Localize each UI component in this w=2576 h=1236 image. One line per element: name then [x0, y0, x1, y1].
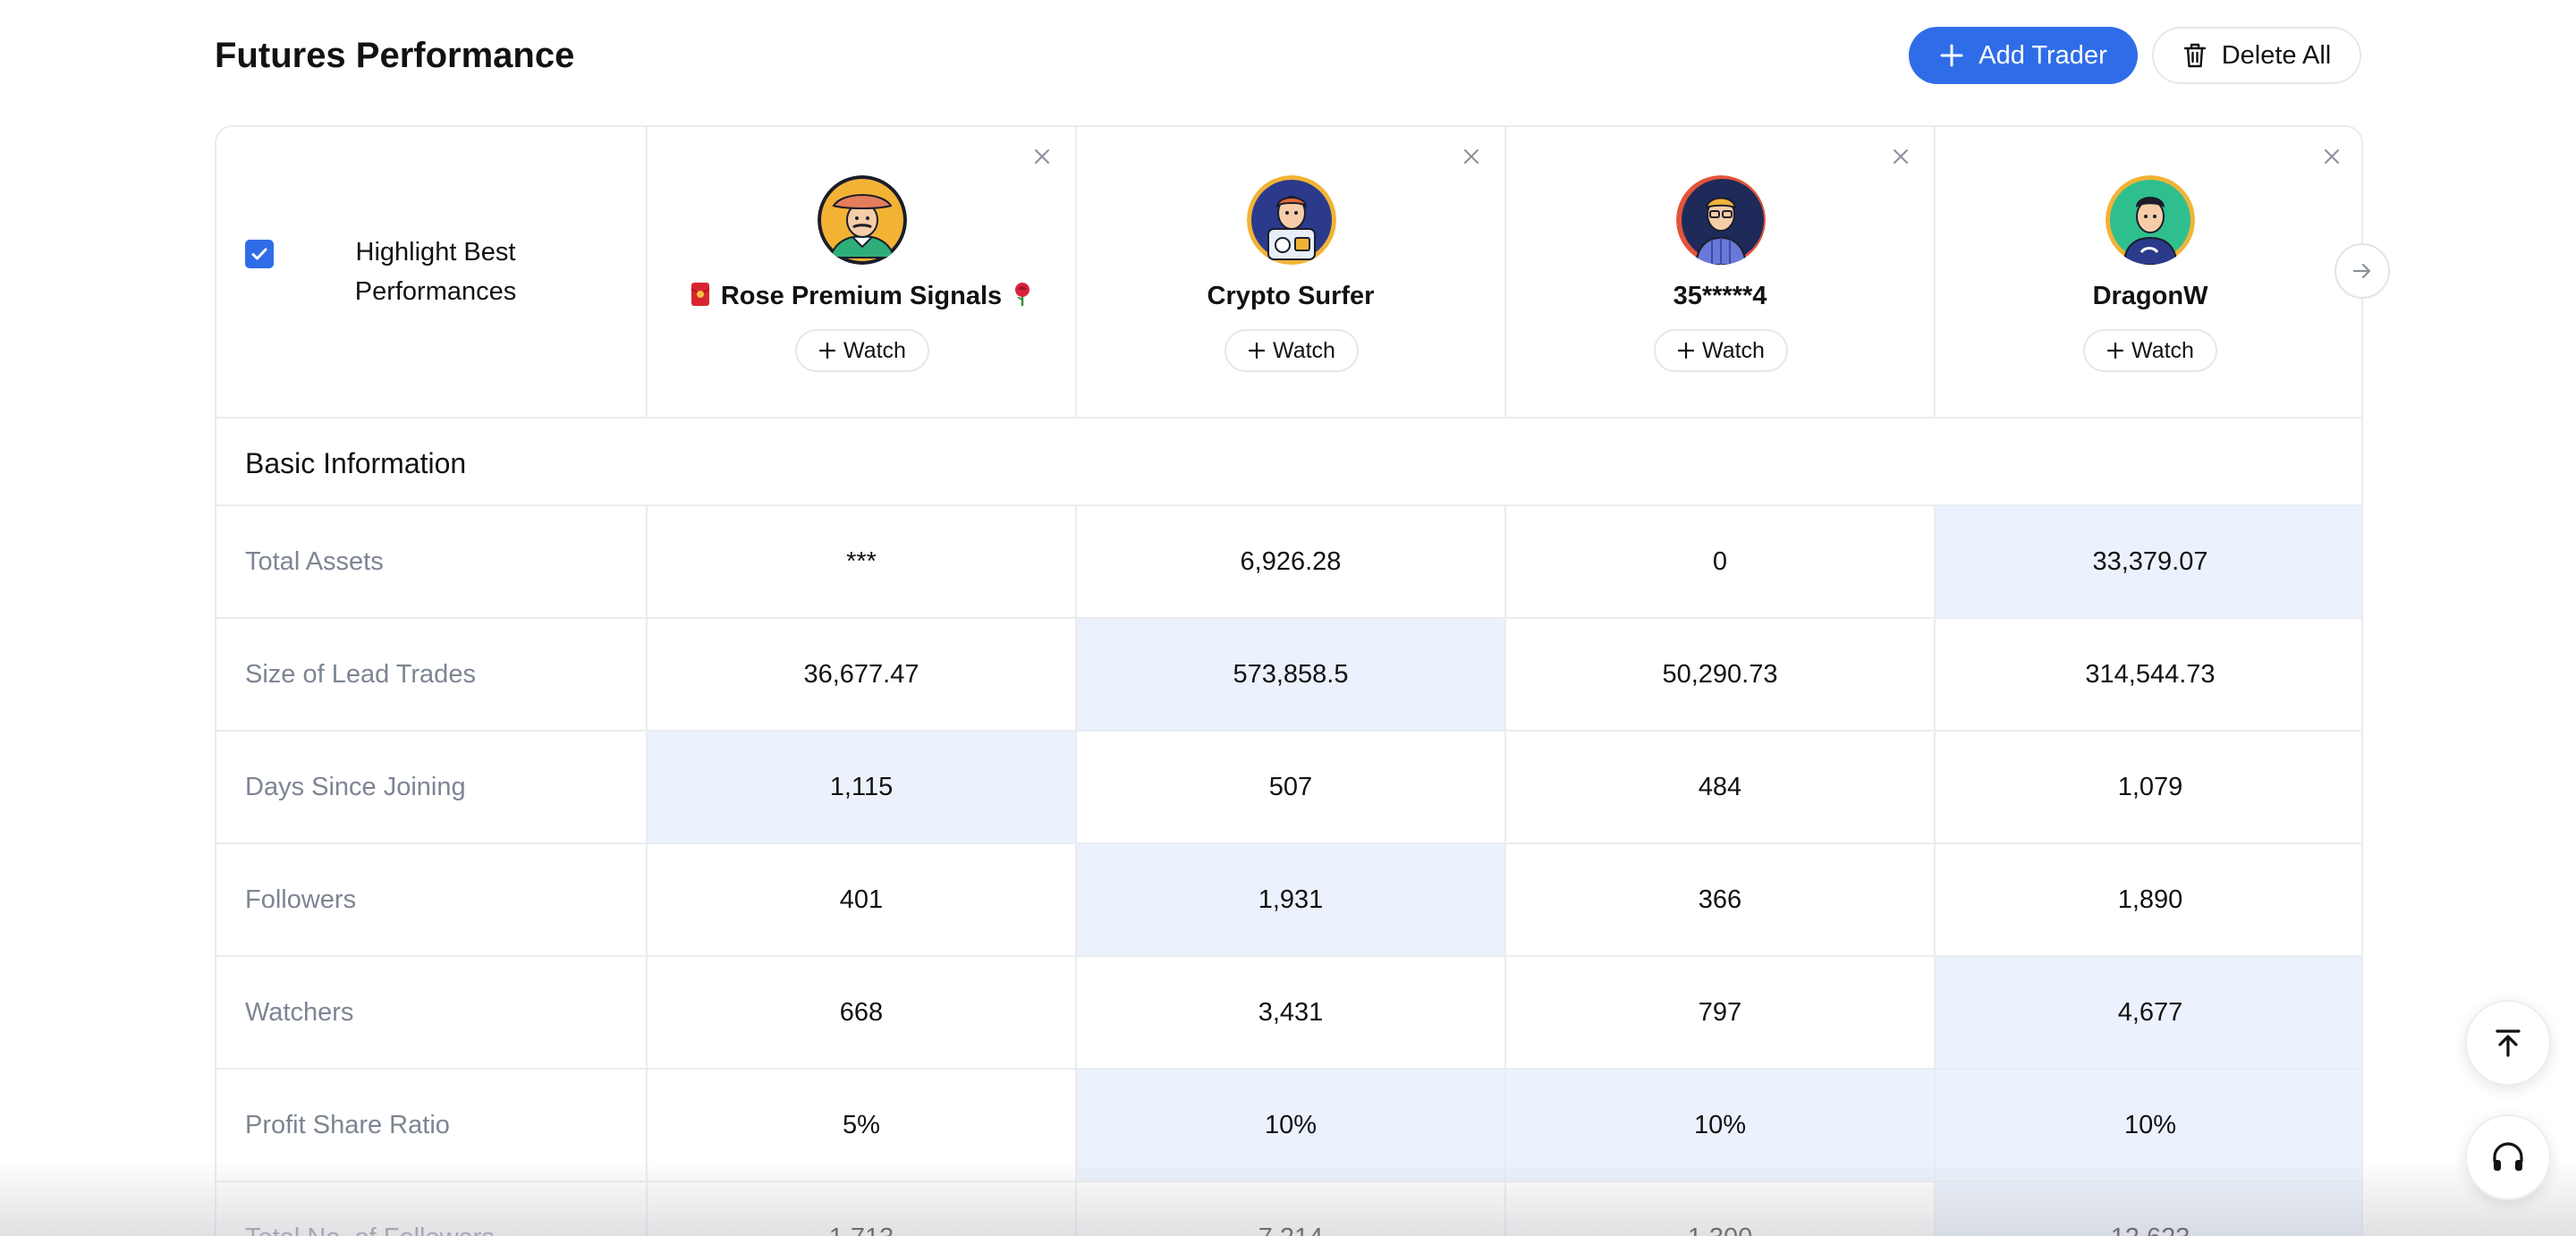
plus-icon [1940, 44, 1963, 67]
plus-icon [818, 342, 836, 360]
trader-avatar-4[interactable] [2106, 175, 2195, 265]
delete-all-label: Delete All [2221, 40, 2332, 70]
row-value: 314,544.73 [1934, 619, 2361, 730]
trader-card: DragonW Watch [1934, 127, 2361, 417]
row-value: 10% [1075, 1070, 1504, 1181]
trader-name: Rose Premium Signals [720, 282, 1003, 310]
rose-icon [1015, 283, 1030, 306]
row-value: 573,858.5 [1075, 619, 1504, 730]
row-value: 401 [646, 844, 1075, 955]
row-value: 7,214 [1075, 1182, 1504, 1236]
trader-name[interactable]: 35*****4 [1673, 282, 1767, 310]
table-row: Days Since Joining 1,115 507 484 1,079 [216, 732, 2361, 844]
page-title: Futures Performance [215, 36, 575, 75]
row-value: 1,713 [646, 1182, 1075, 1236]
trader-header-row: Highlight Best Performances Rose Premium… [216, 127, 2361, 419]
scroll-next-button[interactable] [2334, 243, 2390, 299]
delete-all-button[interactable]: Delete All [2152, 27, 2361, 84]
row-value: 4,677 [1934, 957, 2361, 1068]
row-value: 12,623 [1934, 1182, 2361, 1236]
watch-button[interactable]: Watch [795, 329, 929, 372]
watch-button[interactable]: Watch [1224, 329, 1359, 372]
remove-trader-icon[interactable] [1030, 145, 1054, 168]
table-row: Total Assets *** 6,926.28 0 33,379.07 [216, 506, 2361, 619]
row-value: 10% [1934, 1070, 2361, 1181]
row-value: 6,926.28 [1075, 506, 1504, 617]
trader-avatar-1[interactable] [818, 175, 907, 265]
trader-card: Crypto Surfer Watch [1075, 127, 1504, 417]
table-row: Profit Share Ratio 5% 10% 10% 10% [216, 1070, 2361, 1182]
headphones-icon [2493, 1142, 2523, 1171]
table-row: Followers 401 1,931 366 1,890 [216, 844, 2361, 957]
row-value: 668 [646, 957, 1075, 1068]
row-value: 366 [1504, 844, 1934, 955]
plus-icon [2106, 342, 2124, 360]
remove-trader-icon[interactable] [1889, 145, 1912, 168]
highlight-best-label: Highlight Best Performances [354, 238, 517, 306]
row-label: Days Since Joining [245, 772, 466, 801]
row-value: 3,431 [1075, 957, 1504, 1068]
row-value: 1,931 [1075, 844, 1504, 955]
row-value: 0 [1504, 506, 1934, 617]
row-value: 36,677.47 [646, 619, 1075, 730]
remove-trader-icon[interactable] [2320, 145, 2343, 168]
row-value: 5% [646, 1070, 1075, 1181]
trader-card: 35*****4 Watch [1504, 127, 1934, 417]
row-label: Total No. of Followers [216, 1182, 646, 1236]
watch-label: Watch [843, 337, 906, 363]
row-label: Profit Share Ratio [245, 1110, 450, 1139]
row-label: Followers [245, 885, 357, 914]
arrow-right-icon [2352, 263, 2371, 279]
row-value: *** [646, 506, 1075, 617]
row-value: 507 [1075, 732, 1504, 842]
plus-icon [1677, 342, 1695, 360]
comparison-table: Highlight Best Performances Rose Premium… [215, 125, 2363, 1236]
row-value: 1,079 [1934, 732, 2361, 842]
row-value: 50,290.73 [1504, 619, 1934, 730]
trader-card: Rose Premium Signals Watch [646, 127, 1075, 417]
row-value: 1,300 [1504, 1182, 1934, 1236]
row-label: Watchers [245, 997, 354, 1027]
row-value: 1,115 [646, 732, 1075, 842]
watch-button[interactable]: Watch [2083, 329, 2217, 372]
add-trader-button[interactable]: Add Trader [1909, 27, 2138, 84]
trash-icon [2183, 43, 2206, 68]
watch-label: Watch [1702, 337, 1765, 363]
section-title: Basic Information [245, 447, 467, 479]
add-trader-label: Add Trader [1979, 40, 2107, 70]
row-value: 1,890 [1934, 844, 2361, 955]
table-row: Total No. of Followers1,7137,2141,30012,… [216, 1182, 2361, 1236]
row-value: 484 [1504, 732, 1934, 842]
watch-label: Watch [1273, 337, 1335, 363]
section-header: Basic Information [216, 419, 2361, 506]
row-value: 33,379.07 [1934, 506, 2361, 617]
trader-name[interactable]: Crypto Surfer [1207, 282, 1375, 310]
row-label: Size of Lead Trades [245, 659, 476, 689]
highlight-cell: Highlight Best Performances [216, 127, 646, 417]
customer-support-button[interactable] [2465, 1114, 2551, 1200]
table-row: Watchers 668 3,431 797 4,677 [216, 957, 2361, 1070]
highlight-best-checkbox[interactable] [245, 240, 274, 268]
row-value: 10% [1504, 1070, 1934, 1181]
arrow-up-to-top-icon [2496, 1029, 2521, 1057]
trader-name[interactable]: DragonW [2092, 282, 2208, 310]
trader-avatar-2[interactable] [1247, 175, 1336, 265]
remove-trader-icon[interactable] [1460, 145, 1483, 168]
trader-name-row[interactable]: Rose Premium Signals [648, 277, 1075, 315]
back-to-top-button[interactable] [2465, 1000, 2551, 1086]
watch-button[interactable]: Watch [1654, 329, 1788, 372]
row-label: Total Assets [245, 546, 384, 576]
trader-avatar-3[interactable] [1676, 175, 1766, 265]
checkmark-icon [251, 248, 267, 260]
watch-label: Watch [2131, 337, 2194, 363]
red-envelope-icon [691, 283, 710, 306]
table-row: Size of Lead Trades 36,677.47 573,858.5 50,… [216, 619, 2361, 732]
row-value: 797 [1504, 957, 1934, 1068]
page-header: Futures Performance Add Trader Delete Al… [215, 27, 2361, 84]
plus-icon [1248, 342, 1266, 360]
